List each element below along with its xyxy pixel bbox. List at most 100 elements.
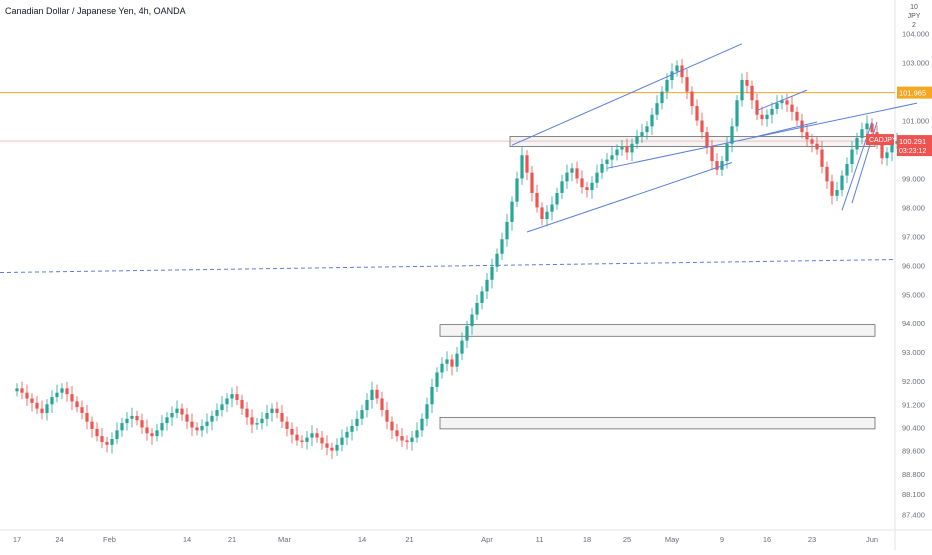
candle-body: [285, 421, 289, 429]
candle-body: [565, 172, 569, 182]
candle: [445, 351, 449, 372]
candle: [865, 115, 869, 137]
candle: [205, 413, 209, 434]
candle-body: [605, 159, 609, 164]
candle: [120, 417, 124, 437]
trendline: [511, 43, 743, 146]
candle: [790, 96, 794, 121]
candle-body: [845, 163, 849, 176]
price-tick-label: 88.100: [902, 490, 925, 499]
candle: [465, 320, 469, 349]
candle-body: [755, 100, 759, 115]
trendline: [756, 121, 818, 137]
candle: [610, 147, 614, 169]
candle: [805, 124, 809, 147]
candle-body: [205, 421, 209, 427]
time-tick-label: 21: [405, 535, 413, 544]
candle-body: [525, 155, 529, 173]
candle: [150, 428, 154, 445]
candle-body: [105, 441, 109, 445]
trendline: [756, 89, 808, 111]
candle: [415, 422, 419, 443]
candle-body: [655, 103, 659, 115]
candle: [285, 416, 289, 437]
candle: [35, 396, 39, 414]
candle: [170, 406, 174, 427]
price-badge-text: 100.291: [899, 137, 926, 146]
candle: [820, 141, 824, 174]
candle-body: [130, 415, 134, 419]
candle-body: [810, 139, 814, 144]
candle: [265, 404, 269, 427]
candle-body: [90, 421, 94, 429]
candles-layer: [15, 58, 899, 460]
candle-body: [190, 421, 194, 428]
time-axis[interactable]: 17 24 Feb 14 21 Mar 14 21 Apr 11 18 25 May 9 16 23 Jun: [13, 535, 878, 544]
level-badge-text: 101.965: [899, 89, 926, 98]
candle-body: [830, 181, 834, 196]
time-tick-label: 14: [358, 535, 366, 544]
candle: [695, 99, 699, 126]
candle-body: [815, 143, 819, 150]
time-tick-label: 18: [583, 535, 591, 544]
candle: [230, 387, 234, 408]
candle: [660, 86, 664, 110]
candle: [590, 176, 594, 199]
price-tick-label: 88.800: [902, 470, 925, 479]
candle: [220, 396, 224, 417]
time-tick-label: Feb: [103, 535, 116, 544]
candle: [735, 95, 739, 132]
candle: [90, 416, 94, 438]
candle-body: [65, 388, 69, 395]
candle-body: [340, 437, 344, 445]
candle: [480, 286, 484, 310]
candle: [275, 401, 279, 419]
candle-body: [485, 279, 489, 292]
candle: [625, 138, 629, 160]
candle-body: [545, 211, 549, 219]
candle-body: [300, 440, 304, 442]
candle: [50, 390, 54, 413]
candle-body: [700, 120, 704, 133]
candle-body: [785, 100, 789, 105]
candle-body: [165, 417, 169, 424]
candle-body: [310, 433, 314, 438]
candle: [40, 400, 44, 420]
price-tick-label: 92.000: [902, 377, 925, 386]
candle-body: [375, 389, 379, 399]
candle-body: [315, 433, 319, 438]
candle: [300, 435, 304, 449]
candle: [555, 187, 559, 210]
candle: [25, 384, 29, 407]
candle: [175, 400, 179, 419]
candle-body: [75, 401, 79, 408]
candle-body: [825, 166, 829, 182]
candle-body: [640, 132, 644, 137]
candle: [810, 134, 814, 153]
candle-body: [410, 437, 414, 442]
candle-body: [235, 394, 239, 400]
candle-body: [840, 175, 844, 191]
candle-body: [455, 353, 459, 367]
candle-body: [680, 65, 684, 78]
candle: [210, 410, 214, 431]
candle: [510, 196, 514, 231]
time-tick-label: 24: [55, 535, 63, 544]
candle: [125, 412, 129, 431]
candle-body: [50, 397, 54, 405]
candle-body: [345, 431, 349, 438]
price-tick-label: 93.000: [902, 348, 925, 357]
candle-body: [405, 440, 409, 442]
currency-corner-badge[interactable]: 10 JPY 2: [904, 3, 924, 29]
candle-body: [585, 187, 589, 191]
candle-body: [555, 192, 559, 205]
candle-body: [860, 129, 864, 138]
candle-body: [800, 120, 804, 133]
candle-body: [185, 414, 189, 422]
candle-body: [665, 80, 669, 92]
candle-body: [70, 394, 74, 402]
candle: [655, 95, 659, 120]
